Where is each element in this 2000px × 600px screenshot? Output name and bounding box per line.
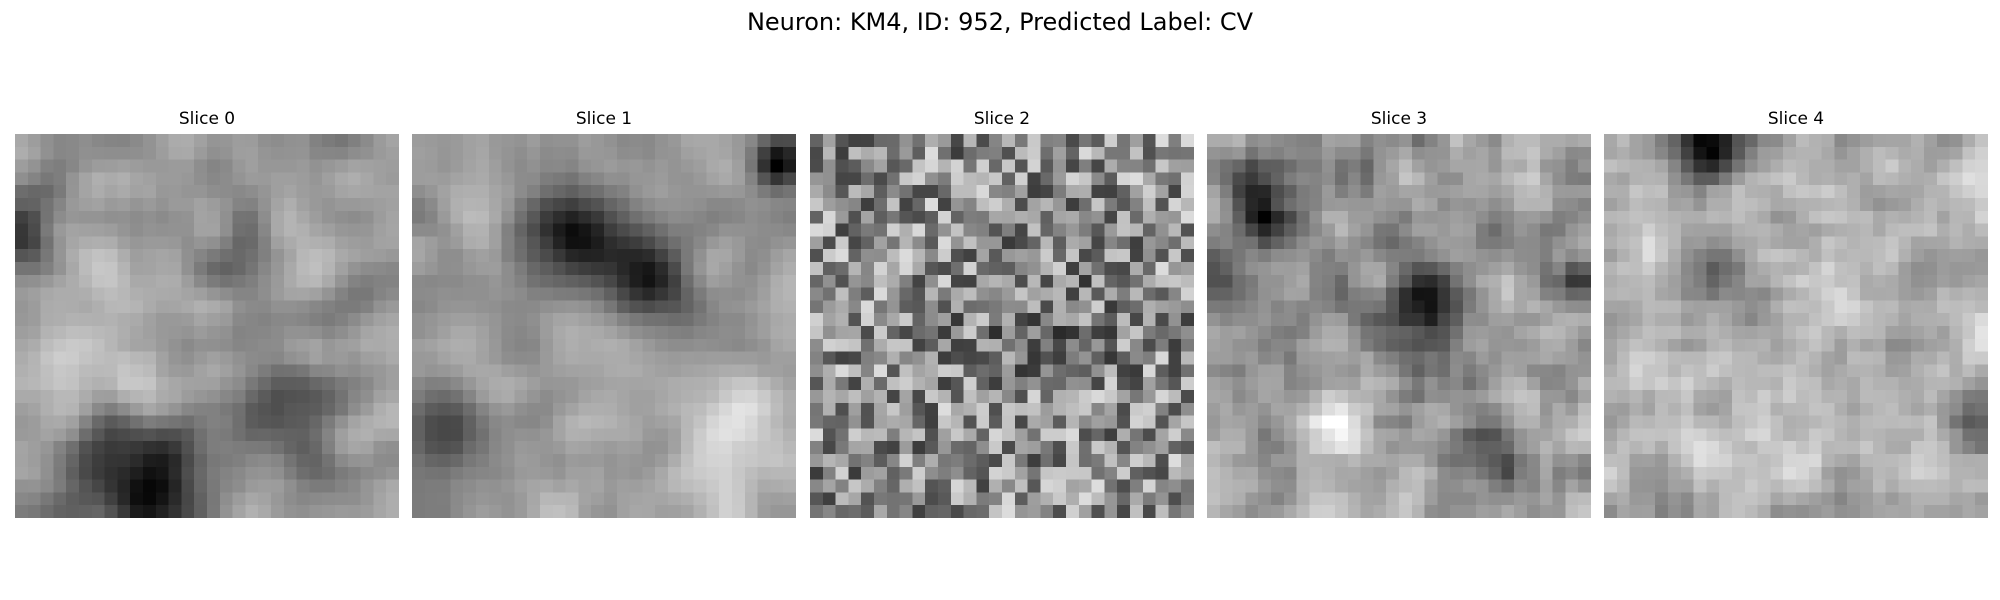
slice-image-1 xyxy=(412,134,796,518)
slice-image-3 xyxy=(1207,134,1591,518)
slice-title-0: Slice 0 xyxy=(178,109,236,129)
slice-title-4: Slice 4 xyxy=(1767,109,1825,129)
slice-title-3: Slice 3 xyxy=(1370,109,1428,129)
slice-panel-1: Slice 1 xyxy=(412,108,796,518)
slice-image-0 xyxy=(15,134,399,518)
slice-image-2 xyxy=(810,134,1194,518)
slice-image-4 xyxy=(1604,134,1988,518)
slice-title-2: Slice 2 xyxy=(973,109,1031,129)
slice-title-1: Slice 1 xyxy=(575,109,633,129)
slice-panel-0: Slice 0 xyxy=(15,108,399,518)
figure-title: Neuron: KM4, ID: 952, Predicted Label: C… xyxy=(746,8,1254,36)
slice-panel-2: Slice 2 xyxy=(810,108,1194,518)
slice-panel-4: Slice 4 xyxy=(1604,108,1988,518)
slice-panel-3: Slice 3 xyxy=(1207,108,1591,518)
